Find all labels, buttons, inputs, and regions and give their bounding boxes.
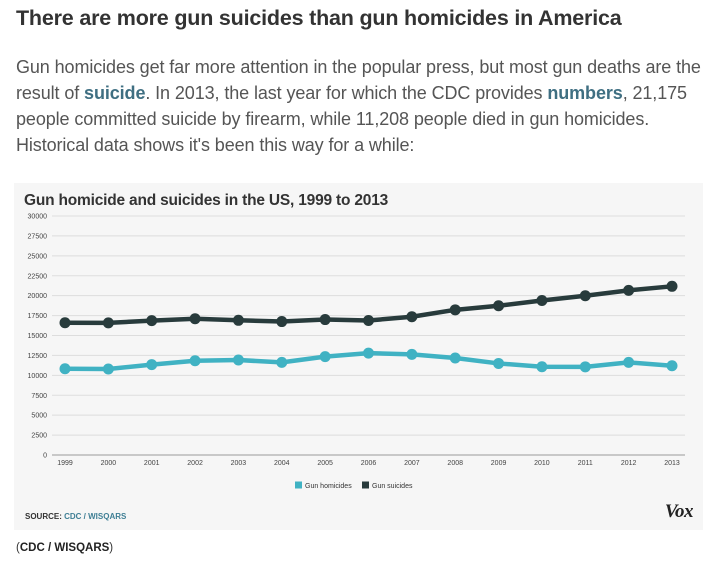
y-tick-label: 20000: [28, 293, 48, 300]
y-tick-label: 10000: [28, 373, 48, 380]
suicides-point: [449, 304, 461, 316]
credit-close: ): [109, 542, 114, 554]
homicides-point: [319, 351, 331, 363]
y-tick-label: 7500: [31, 393, 47, 400]
x-tick-label: 2000: [101, 460, 117, 467]
credit-open: (: [16, 542, 20, 554]
homicides-point: [363, 347, 374, 359]
suicides-legend-swatch: [362, 481, 369, 489]
image-credit: (CDC / WISQARS): [16, 542, 113, 554]
y-tick-label: 25000: [28, 253, 48, 260]
lede-text-3: , 21,175 people committed suicide by fir…: [16, 83, 687, 155]
suicides-point: [666, 280, 678, 292]
y-tick-label: 17500: [28, 313, 48, 320]
homicides-point: [189, 355, 201, 367]
homicides-legend-swatch: [295, 481, 302, 489]
homicides-point: [59, 363, 71, 375]
y-tick-label: 22500: [28, 273, 48, 280]
lede-text-1: Gun homicides get far more attention in …: [16, 57, 701, 103]
homicides-point: [276, 356, 288, 368]
source-link[interactable]: CDC / WISQARS: [64, 512, 127, 521]
suicides-point: [406, 311, 418, 323]
x-tick-label: 2004: [274, 460, 290, 467]
x-tick-label: 2006: [361, 460, 377, 467]
lede-paragraph: Gun homicides get far more attention in …: [16, 54, 706, 158]
vox-logo: Vox: [664, 501, 694, 522]
x-tick-label: 2012: [621, 460, 637, 467]
suicides-point: [232, 314, 244, 326]
homicides-point: [623, 356, 635, 368]
y-tick-label: 27500: [28, 233, 48, 240]
y-tick-label: 5000: [31, 413, 47, 420]
credit-link[interactable]: CDC / WISQARS: [19, 542, 110, 554]
suicides-point: [623, 284, 635, 296]
suicides-point: [536, 295, 548, 307]
x-tick-label: 2005: [317, 460, 333, 467]
homicides-point: [406, 348, 418, 360]
y-tick-label: 2500: [31, 433, 47, 440]
x-tick-label: 2003: [231, 460, 247, 467]
homicides-point: [666, 360, 678, 372]
suicides-point: [276, 316, 288, 328]
suicide-link[interactable]: suicide: [84, 83, 146, 103]
suicides-point: [59, 317, 71, 329]
line-chart: 0 2500 5000 7500 10000 12500 15000 17500 20000 22…: [28, 214, 685, 490]
lede-text-2: . In 2013, the last year for which the C…: [145, 83, 548, 103]
suicides-point: [493, 300, 505, 312]
x-tick-label: 2002: [187, 460, 203, 467]
homicides-legend-label: Gun homicides: [305, 483, 352, 490]
homicides-point: [449, 352, 461, 364]
suicides-point: [319, 314, 331, 326]
homicides-point: [536, 361, 548, 373]
chart-figure: Gun homicide and suicides in the US, 199…: [14, 183, 703, 530]
x-tick-label: 2001: [144, 460, 160, 467]
x-tick-label: 2013: [664, 460, 680, 467]
y-tick-label: 0: [43, 453, 47, 460]
headline: There are more gun suicides than gun hom…: [16, 6, 622, 30]
suicides-point: [363, 314, 374, 326]
suicides-legend-label: Gun suicides: [372, 483, 413, 490]
source-label: SOURCE:: [25, 512, 65, 521]
homicides-point: [493, 357, 505, 369]
suicides-point: [102, 317, 114, 329]
chart-title: Gun homicide and suicides in the US, 199…: [24, 192, 389, 209]
suicides-point: [189, 313, 201, 325]
x-tick-label: 1999: [57, 460, 73, 467]
x-tick-label: 2008: [447, 460, 463, 467]
y-tick-label: 15000: [28, 333, 48, 340]
x-tick-label: 2011: [578, 460, 593, 467]
y-tick-label: 30000: [28, 214, 48, 221]
source-note: SOURCE: CDC / WISQARS: [25, 512, 126, 521]
homicides-point: [579, 361, 591, 373]
suicides-point: [146, 315, 158, 327]
suicides-point: [579, 290, 591, 302]
homicides-point: [232, 354, 244, 366]
x-tick-label: 2009: [491, 460, 507, 467]
x-tick-label: 2007: [404, 460, 420, 467]
y-tick-label: 12500: [28, 353, 48, 360]
homicides-point: [146, 359, 158, 371]
x-tick-label: 2010: [534, 460, 550, 467]
numbers-link[interactable]: numbers: [547, 83, 623, 103]
homicides-point: [102, 363, 114, 375]
